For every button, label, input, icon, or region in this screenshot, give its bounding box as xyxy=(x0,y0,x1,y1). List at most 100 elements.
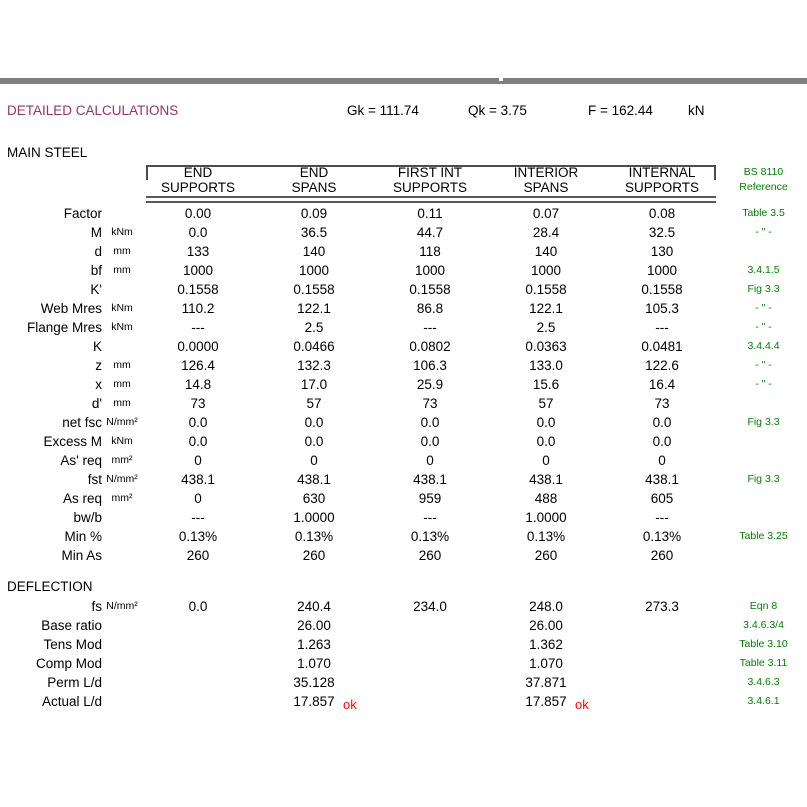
row-label: As' req xyxy=(60,452,102,468)
cell-value: 438.1 xyxy=(413,471,447,487)
cell-value: 438.1 xyxy=(297,471,331,487)
cell-value: 122.1 xyxy=(529,300,563,316)
row-ref: 3.4.1.5 xyxy=(747,264,780,277)
ok-status: ok xyxy=(575,696,589,712)
cell-value: 17.857 ok xyxy=(525,693,589,712)
row-label: Actual L/d xyxy=(41,693,102,709)
cell-value: 130 xyxy=(650,243,674,259)
table-row: d mm 133 140 118 140 130 xyxy=(0,242,807,261)
row-unit: N/mm² xyxy=(106,600,138,613)
cell-value: 0.1558 xyxy=(177,281,219,297)
cell-value: 1.070 xyxy=(297,655,331,671)
cell-value: 0.0 xyxy=(188,598,208,614)
force-unit-label: kN xyxy=(688,103,705,118)
deflection-table: fs N/mm² 0.0 240.4 234.0 248.0 273.3 Eqn 8 Base … xyxy=(0,597,807,711)
column-header: SPANS xyxy=(523,179,569,195)
cell-value: 260 xyxy=(534,547,558,563)
cell-value: 126.4 xyxy=(181,357,215,373)
row-unit: mm² xyxy=(111,492,133,505)
cell-value: 28.4 xyxy=(532,224,560,240)
cell-value: 105.3 xyxy=(645,300,679,316)
table-row: Actual L/d 17.857 ok 17.857 ok 3.4.6.1 xyxy=(0,692,807,711)
row-unit: N/mm² xyxy=(106,416,138,429)
cell-value: 0 xyxy=(542,452,550,468)
main-steel-table: END END FIRST INT INTERIOR INTERNAL BS 8110 SU… xyxy=(0,165,807,565)
row-ref: Table 3.11 xyxy=(739,657,788,670)
row-ref: - " - xyxy=(755,359,772,372)
cell-value: 248.0 xyxy=(529,598,563,614)
row-label: M xyxy=(90,224,102,240)
row-ref: Fig 3.3 xyxy=(747,473,780,486)
cell-value: 44.7 xyxy=(416,224,444,240)
cell-value: 0.08 xyxy=(648,205,676,221)
cell-value: 0.13% xyxy=(642,528,682,544)
cell-value: 17.0 xyxy=(300,376,328,392)
table-row: Factor 0.00 0.09 0.11 0.07 0.08 Table 3.5 xyxy=(0,204,807,223)
cell-value: 0.0466 xyxy=(293,338,335,354)
row-label: As req xyxy=(62,490,102,506)
column-header: SUPPORTS xyxy=(392,179,468,195)
cell-value: 36.5 xyxy=(300,224,328,240)
cell-value: 140 xyxy=(302,243,326,259)
cell-value: 15.6 xyxy=(532,376,560,392)
page-title: DETAILED CALCULATIONS xyxy=(7,103,179,118)
ref-column-header: BS 8110 xyxy=(743,166,784,179)
cell-value: 122.1 xyxy=(297,300,331,316)
row-label: Tens Mod xyxy=(43,636,102,652)
cell-value: 1.362 xyxy=(529,636,563,652)
row-ref: - " - xyxy=(755,302,772,315)
cell-value: 0.07 xyxy=(532,205,560,221)
cell-value: 0.0 xyxy=(188,224,208,240)
cell-value: 26.00 xyxy=(529,617,563,633)
cell-value: 16.4 xyxy=(648,376,676,392)
table-row: x mm 14.8 17.0 25.9 15.6 16.4 - " - xyxy=(0,375,807,394)
row-label: net fsc xyxy=(62,414,102,430)
ref-column-header: Reference xyxy=(739,181,788,194)
cell-value: 73 xyxy=(654,395,670,411)
cell-value: --- xyxy=(423,319,437,335)
cell-value: 0.0 xyxy=(652,414,672,430)
row-ref: Table 3.25 xyxy=(739,530,788,543)
column-header: END xyxy=(299,164,329,180)
table-row: K 0.0000 0.0466 0.0802 0.0363 0.0481 3.4.4.4 xyxy=(0,337,807,356)
row-unit: kNm xyxy=(111,321,133,334)
cell-value: 0.1558 xyxy=(293,281,335,297)
f-load-value: F = 162.44 xyxy=(588,103,653,118)
cell-value: 1000 xyxy=(298,262,330,278)
row-ref: - " - xyxy=(755,321,772,334)
column-header: SUPPORTS xyxy=(624,179,700,195)
cell-value: 35.128 xyxy=(293,674,335,690)
cell-value: 234.0 xyxy=(413,598,447,614)
row-ref: - " - xyxy=(755,226,772,239)
row-label: d' xyxy=(91,395,102,411)
row-label: x xyxy=(95,376,102,392)
row-unit: mm xyxy=(113,245,131,258)
cell-value: 73 xyxy=(422,395,438,411)
cell-value: 57 xyxy=(306,395,322,411)
row-label: bf xyxy=(90,262,102,278)
row-unit: mm xyxy=(113,378,131,391)
cell-value: --- xyxy=(423,509,437,525)
header-line-1: END END FIRST INT INTERIOR INTERNAL BS 8110 xyxy=(0,165,807,180)
page-break-marker xyxy=(499,78,503,81)
row-label: K' xyxy=(90,281,102,297)
row-unit: mm xyxy=(113,264,131,277)
cell-value: 0 xyxy=(658,452,666,468)
row-label: Base ratio xyxy=(41,617,102,633)
cell-value: 2.5 xyxy=(304,319,324,335)
qk-load-value: Qk = 3.75 xyxy=(468,103,527,118)
cell-value: 140 xyxy=(534,243,558,259)
cell-value: 0.0 xyxy=(536,414,556,430)
row-ref: - " - xyxy=(755,378,772,391)
cell-value: 1000 xyxy=(414,262,446,278)
table-row: Min % 0.13% 0.13% 0.13% 0.13% 0.13% Table 3.25 xyxy=(0,527,807,546)
cell-value: 488 xyxy=(534,490,558,506)
cell-value: 57 xyxy=(538,395,554,411)
cell-value: 0.11 xyxy=(417,205,443,221)
row-ref: Table 3.10 xyxy=(739,638,788,651)
cell-value: 110.2 xyxy=(181,300,215,316)
table-row: As' req mm² 0 0 0 0 0 xyxy=(0,451,807,470)
title-row: DETAILED CALCULATIONS Gk = 111.74 Qk = 3… xyxy=(0,103,807,121)
deflection-rows: fs N/mm² 0.0 240.4 234.0 248.0 273.3 Eqn 8 Base … xyxy=(0,597,807,711)
deflection-heading: DEFLECTION xyxy=(7,579,93,594)
